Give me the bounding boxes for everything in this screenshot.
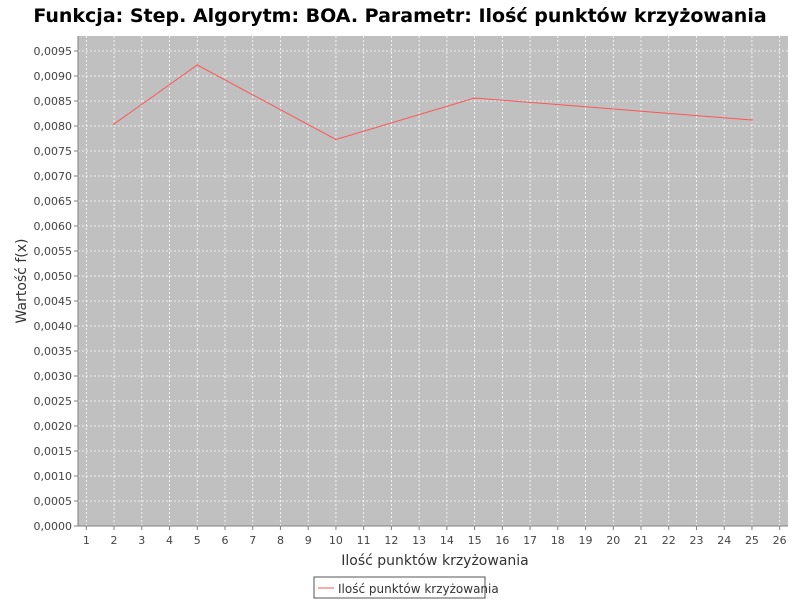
y-axis-label: Wartość f(x) [14,239,30,324]
y-tick-label: 0,0070 [34,170,73,183]
y-tick-label: 0,0005 [34,495,73,508]
x-tick-label: 6 [221,534,228,547]
legend-label: Ilość punktów krzyżowania [338,582,499,596]
axes: 0,0000 0,0005 0,0010 0,0015 0,0020 0,0025 0,00… [34,36,788,547]
x-tick-label: 15 [468,534,482,547]
y-tick-label: 0,0060 [34,220,73,233]
x-tick-label: 25 [745,534,759,547]
y-tick-label: 0,0055 [34,245,73,258]
x-tick-label: 13 [412,534,426,547]
x-tick-label: 26 [773,534,787,547]
series-point [113,123,115,125]
x-tick-label: 22 [662,534,676,547]
y-tick-label: 0,0090 [34,70,73,83]
legend-box [313,576,486,599]
y-tick-label: 0,0085 [34,95,73,108]
y-tick-label: 0,0025 [34,395,73,408]
x-tick-label: 20 [606,534,620,547]
y-tick-label: 0,0000 [34,520,73,533]
series-point [196,64,199,66]
x-tick-label: 24 [717,534,731,547]
x-tick-label: 1 [83,534,90,547]
x-tick-label: 23 [689,534,703,547]
series-point [473,97,476,99]
x-tick-label: 18 [551,534,565,547]
y-tick-label: 0,0030 [34,370,73,383]
series-point [751,119,753,121]
y-tick-label: 0,0050 [34,270,73,283]
y-tick-label: 0,0020 [34,420,73,433]
legend: Ilość punktów krzyżowania [313,576,499,599]
x-tick-label: 10 [329,534,343,547]
series-point [335,138,337,141]
x-axis-label: Ilość punktów krzyżowania [341,553,529,569]
y-tick-label: 0,0065 [34,195,73,208]
x-tick-label: 8 [277,534,284,547]
x-tick-label: 7 [249,534,256,547]
y-tick-label: 0,0080 [34,120,73,133]
x-tick-label: 9 [305,534,312,547]
x-tick-label: 5 [194,534,201,547]
plot-area [78,36,788,526]
y-tick-label: 0,0040 [34,320,73,333]
x-tick-label: 3 [138,534,145,547]
chart-title: Funkcja: Step. Algorytm: BOA. Parametr: … [33,5,766,27]
x-tick-label: 2 [111,534,118,547]
x-tick-label: 21 [634,534,648,547]
x-tick-label: 11 [357,534,371,547]
x-tick-label: 16 [495,534,509,547]
x-tick-label: 12 [384,534,398,547]
grid [78,36,788,527]
y-tick-label: 0,0095 [34,45,73,58]
y-tick-label: 0,0045 [34,295,73,308]
x-tick-label: 4 [166,534,173,547]
x-tick-label: 14 [440,534,454,547]
y-tick-label: 0,0015 [34,445,73,458]
y-tick-label: 0,0075 [34,145,73,158]
y-tick-label: 0,0035 [34,345,73,358]
series-layer [113,64,753,141]
y-tick-label: 0,0010 [34,470,73,483]
x-tick-label: 19 [579,534,593,547]
x-tick-label: 17 [523,534,537,547]
